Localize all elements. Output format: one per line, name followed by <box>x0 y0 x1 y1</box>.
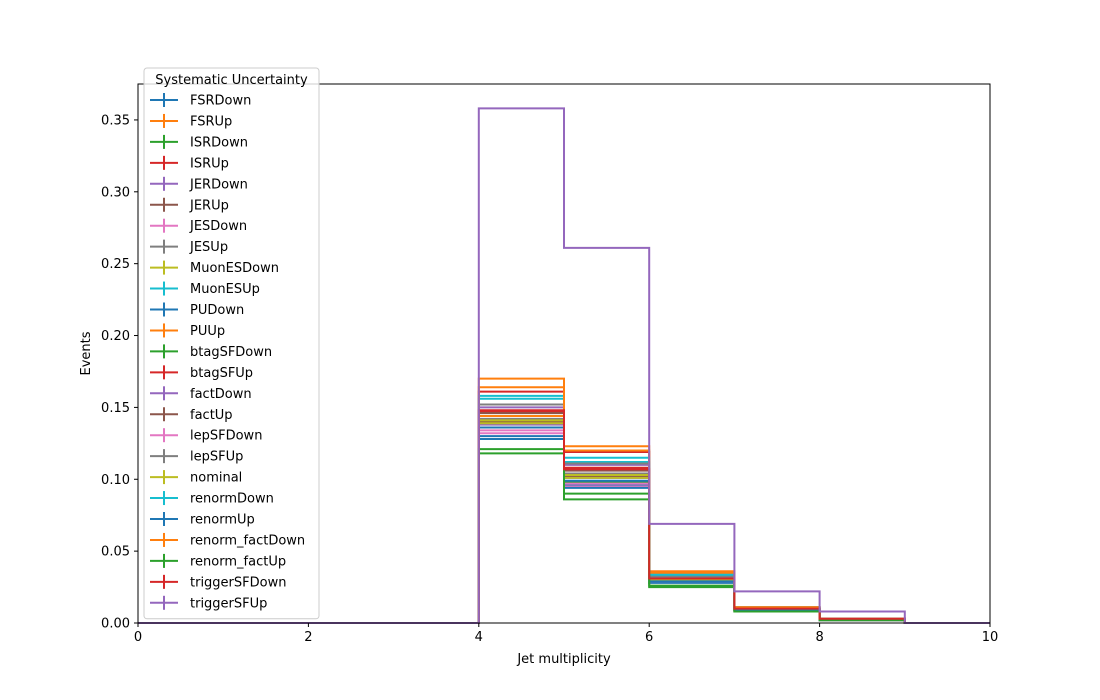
x-tick-label: 4 <box>475 630 483 645</box>
legend: Systematic Uncertainty FSRDown FSRUp ISRDow… <box>143 67 320 620</box>
legend-label: JERUp <box>189 198 229 213</box>
legend-label: factDown <box>190 387 252 402</box>
legend-entry-factUp: factUp <box>150 407 233 423</box>
legend-box <box>143 67 320 620</box>
x-tick-label: 2 <box>304 630 312 645</box>
legend-entry-PUDown: PUDown <box>150 302 244 318</box>
legend-entry-renorm_factUp: renorm_factUp <box>150 553 286 569</box>
legend-entry-PUUp: PUUp <box>150 323 225 339</box>
legend-label: JESDown <box>189 219 247 234</box>
legend-label: FSRDown <box>190 94 251 109</box>
legend-entry-ISRUp: ISRUp <box>150 155 229 171</box>
legend-label: MuonESDown <box>190 261 279 276</box>
legend-entry-JERDown: JERDown <box>150 176 248 192</box>
legend-entry-lepSFDown: lepSFDown <box>150 428 262 444</box>
legend-entry-MuonESUp: MuonESUp <box>150 281 260 297</box>
legend-label: ISRUp <box>190 156 229 171</box>
legend-entry-JERUp: JERUp <box>150 197 229 213</box>
legend-label: renormUp <box>190 513 255 528</box>
y-tick-label: 0.05 <box>101 545 130 560</box>
y-tick-label: 0.25 <box>101 257 130 272</box>
legend-title: Systematic Uncertainty <box>155 73 308 88</box>
y-tick-label: 0.10 <box>101 473 130 488</box>
legend-label: factUp <box>190 408 233 423</box>
legend-label: JERDown <box>189 177 248 192</box>
legend-label: JESUp <box>189 240 228 255</box>
legend-label: lepSFUp <box>190 450 243 465</box>
legend-entry-btagSFUp: btagSFUp <box>150 365 253 381</box>
y-tick-label: 0.00 <box>101 617 130 632</box>
axes-group: 0 2 4 6 8 10 0.00 0.05 0.10 0.15 0.20 0.25 0.30 0.35 J… <box>79 83 999 667</box>
legend-entry-renormDown: renormDown <box>150 491 274 507</box>
x-tick-label: 0 <box>134 630 142 645</box>
legend-entry-MuonESDown: MuonESDown <box>150 260 279 276</box>
legend-label: lepSFDown <box>190 429 262 444</box>
legend-entry-btagSFDown: btagSFDown <box>150 344 272 360</box>
y-tick-label: 0.15 <box>101 401 130 416</box>
legend-entry-renormUp: renormUp <box>150 512 255 528</box>
legend-entry-ISRDown: ISRDown <box>150 134 248 150</box>
legend-entry-JESUp: JESUp <box>150 239 228 255</box>
legend-label: btagSFDown <box>190 345 272 360</box>
legend-entry-FSRUp: FSRUp <box>150 113 232 129</box>
y-tick-label: 0.30 <box>101 185 130 200</box>
legend-label: PUUp <box>190 324 225 339</box>
x-axis-label: Jet multiplicity <box>516 652 611 667</box>
legend-entry-factDown: factDown <box>150 386 252 402</box>
x-tick-label: 10 <box>982 630 999 645</box>
x-tick-label: 8 <box>815 630 823 645</box>
plot-frame <box>137 83 991 624</box>
legend-entry-FSRDown: FSRDown <box>150 93 251 109</box>
legend-label: MuonESUp <box>190 282 260 297</box>
legend-entry-nominal: nominal <box>150 470 242 486</box>
legend-entry-triggerSFDown: triggerSFDown <box>150 574 286 590</box>
legend-label: FSRUp <box>190 114 232 129</box>
y-axis-label: Events <box>79 331 94 375</box>
legend-label: btagSFUp <box>190 366 253 381</box>
legend-label: renorm_factUp <box>190 554 286 569</box>
legend-label: renormDown <box>190 492 274 507</box>
legend-label: PUDown <box>190 303 244 318</box>
legend-label: triggerSFDown <box>190 575 286 590</box>
legend-label: triggerSFUp <box>190 596 267 611</box>
legend-entry-renorm_factDown: renorm_factDown <box>150 532 305 548</box>
y-tick-label: 0.35 <box>101 113 130 128</box>
y-tick-label: 0.20 <box>101 329 130 344</box>
legend-entry-triggerSFUp: triggerSFUp <box>150 595 267 611</box>
x-tick-label: 6 <box>645 630 653 645</box>
legend-label: ISRDown <box>190 135 248 150</box>
legend-label: nominal <box>190 471 242 486</box>
legend-label: renorm_factDown <box>190 533 305 548</box>
legend-entry-JESDown: JESDown <box>150 218 247 234</box>
legend-entry-lepSFUp: lepSFUp <box>150 449 243 465</box>
